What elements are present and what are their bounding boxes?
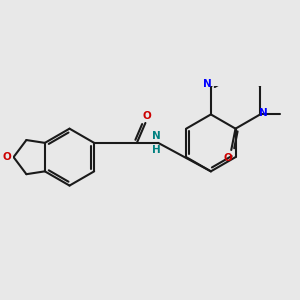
- Text: N: N: [259, 108, 268, 118]
- Text: O: O: [142, 111, 151, 121]
- Text: N: N: [203, 79, 212, 89]
- Text: O: O: [224, 153, 232, 163]
- Text: O: O: [2, 152, 11, 162]
- Text: N: N: [152, 130, 161, 141]
- Text: H: H: [152, 145, 161, 155]
